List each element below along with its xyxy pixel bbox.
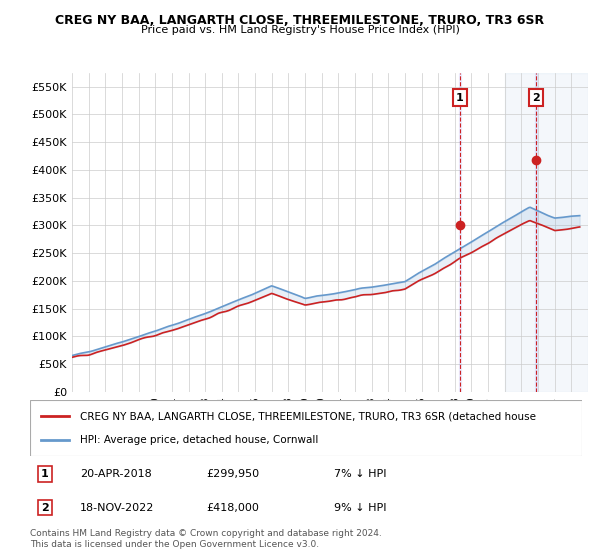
- Bar: [505, 73, 588, 392]
- Text: Price paid vs. HM Land Registry's House Price Index (HPI): Price paid vs. HM Land Registry's House …: [140, 25, 460, 35]
- Text: 2: 2: [532, 93, 540, 103]
- FancyBboxPatch shape: [30, 400, 582, 456]
- Text: £299,950: £299,950: [206, 469, 260, 479]
- Text: CREG NY BAA, LANGARTH CLOSE, THREEMILESTONE, TRURO, TR3 6SR: CREG NY BAA, LANGARTH CLOSE, THREEMILEST…: [55, 14, 545, 27]
- Text: 18-NOV-2022: 18-NOV-2022: [80, 502, 154, 512]
- Text: £418,000: £418,000: [206, 502, 260, 512]
- Text: 9% ↓ HPI: 9% ↓ HPI: [334, 502, 386, 512]
- Bar: [535, 73, 537, 392]
- Text: 1: 1: [41, 469, 49, 479]
- Text: 1: 1: [456, 93, 464, 103]
- Text: 20-APR-2018: 20-APR-2018: [80, 469, 151, 479]
- Bar: [459, 73, 461, 392]
- Text: 2: 2: [41, 502, 49, 512]
- Text: CREG NY BAA, LANGARTH CLOSE, THREEMILESTONE, TRURO, TR3 6SR (detached house: CREG NY BAA, LANGARTH CLOSE, THREEMILEST…: [80, 411, 536, 421]
- Text: HPI: Average price, detached house, Cornwall: HPI: Average price, detached house, Corn…: [80, 435, 318, 445]
- Text: Contains HM Land Registry data © Crown copyright and database right 2024.
This d: Contains HM Land Registry data © Crown c…: [30, 529, 382, 549]
- Text: 7% ↓ HPI: 7% ↓ HPI: [334, 469, 386, 479]
